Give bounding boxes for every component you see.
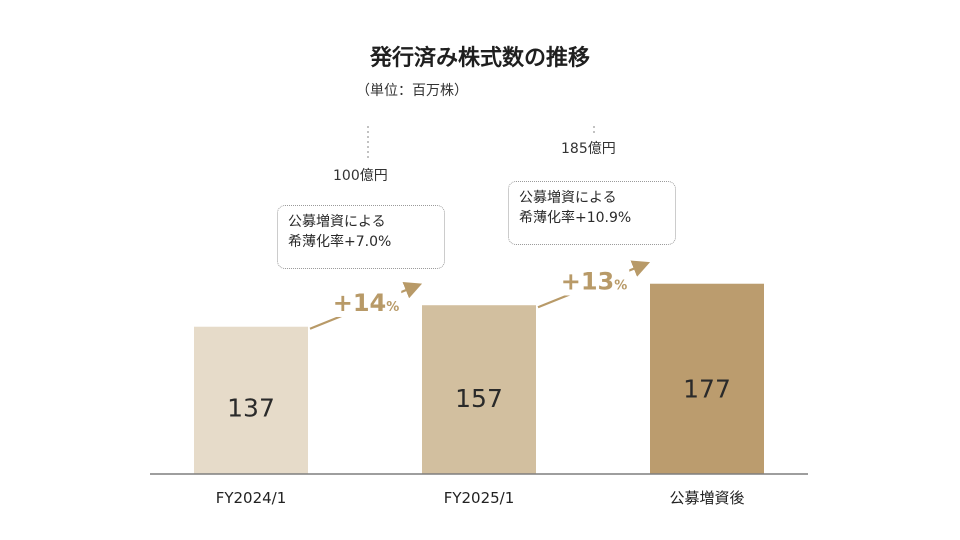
bar-2 xyxy=(422,305,536,474)
growth-label-1: +14% xyxy=(333,289,400,317)
annotation-box-2: 公募増資による 希薄化率+10.9% xyxy=(508,181,676,245)
annotation-box-1: 公募増資による 希薄化率+7.0% xyxy=(277,205,445,269)
annotation-amount-2: 185億円 xyxy=(561,141,616,157)
annotation-box-2-line1: 公募増資による xyxy=(519,190,617,206)
annotation-box-1-line1: 公募増資による xyxy=(288,214,386,230)
bar-3 xyxy=(650,283,764,474)
bar-value-label: 177 xyxy=(683,374,731,403)
category-label: FY2024/1 xyxy=(216,489,287,507)
growth-label-bg xyxy=(558,267,630,296)
category-label: 公募増資後 xyxy=(669,489,744,507)
annotation-box-1-line2: 希薄化率+7.0% xyxy=(288,234,392,250)
annotation-box-2-line2: 希薄化率+10.9% xyxy=(519,210,632,226)
growth-label-2: +13% xyxy=(561,267,628,295)
annotation-amount-1: 100億円 xyxy=(333,168,388,184)
chart-subtitle: （単位：百万株） xyxy=(356,83,468,99)
growth-label-bg xyxy=(330,288,402,317)
bar-1 xyxy=(194,326,308,474)
bar-value-label: 157 xyxy=(455,384,503,413)
bar-value-label: 137 xyxy=(227,394,275,423)
chart-title: 発行済み株式数の推移 xyxy=(369,46,590,71)
category-label: FY2025/1 xyxy=(444,489,515,507)
